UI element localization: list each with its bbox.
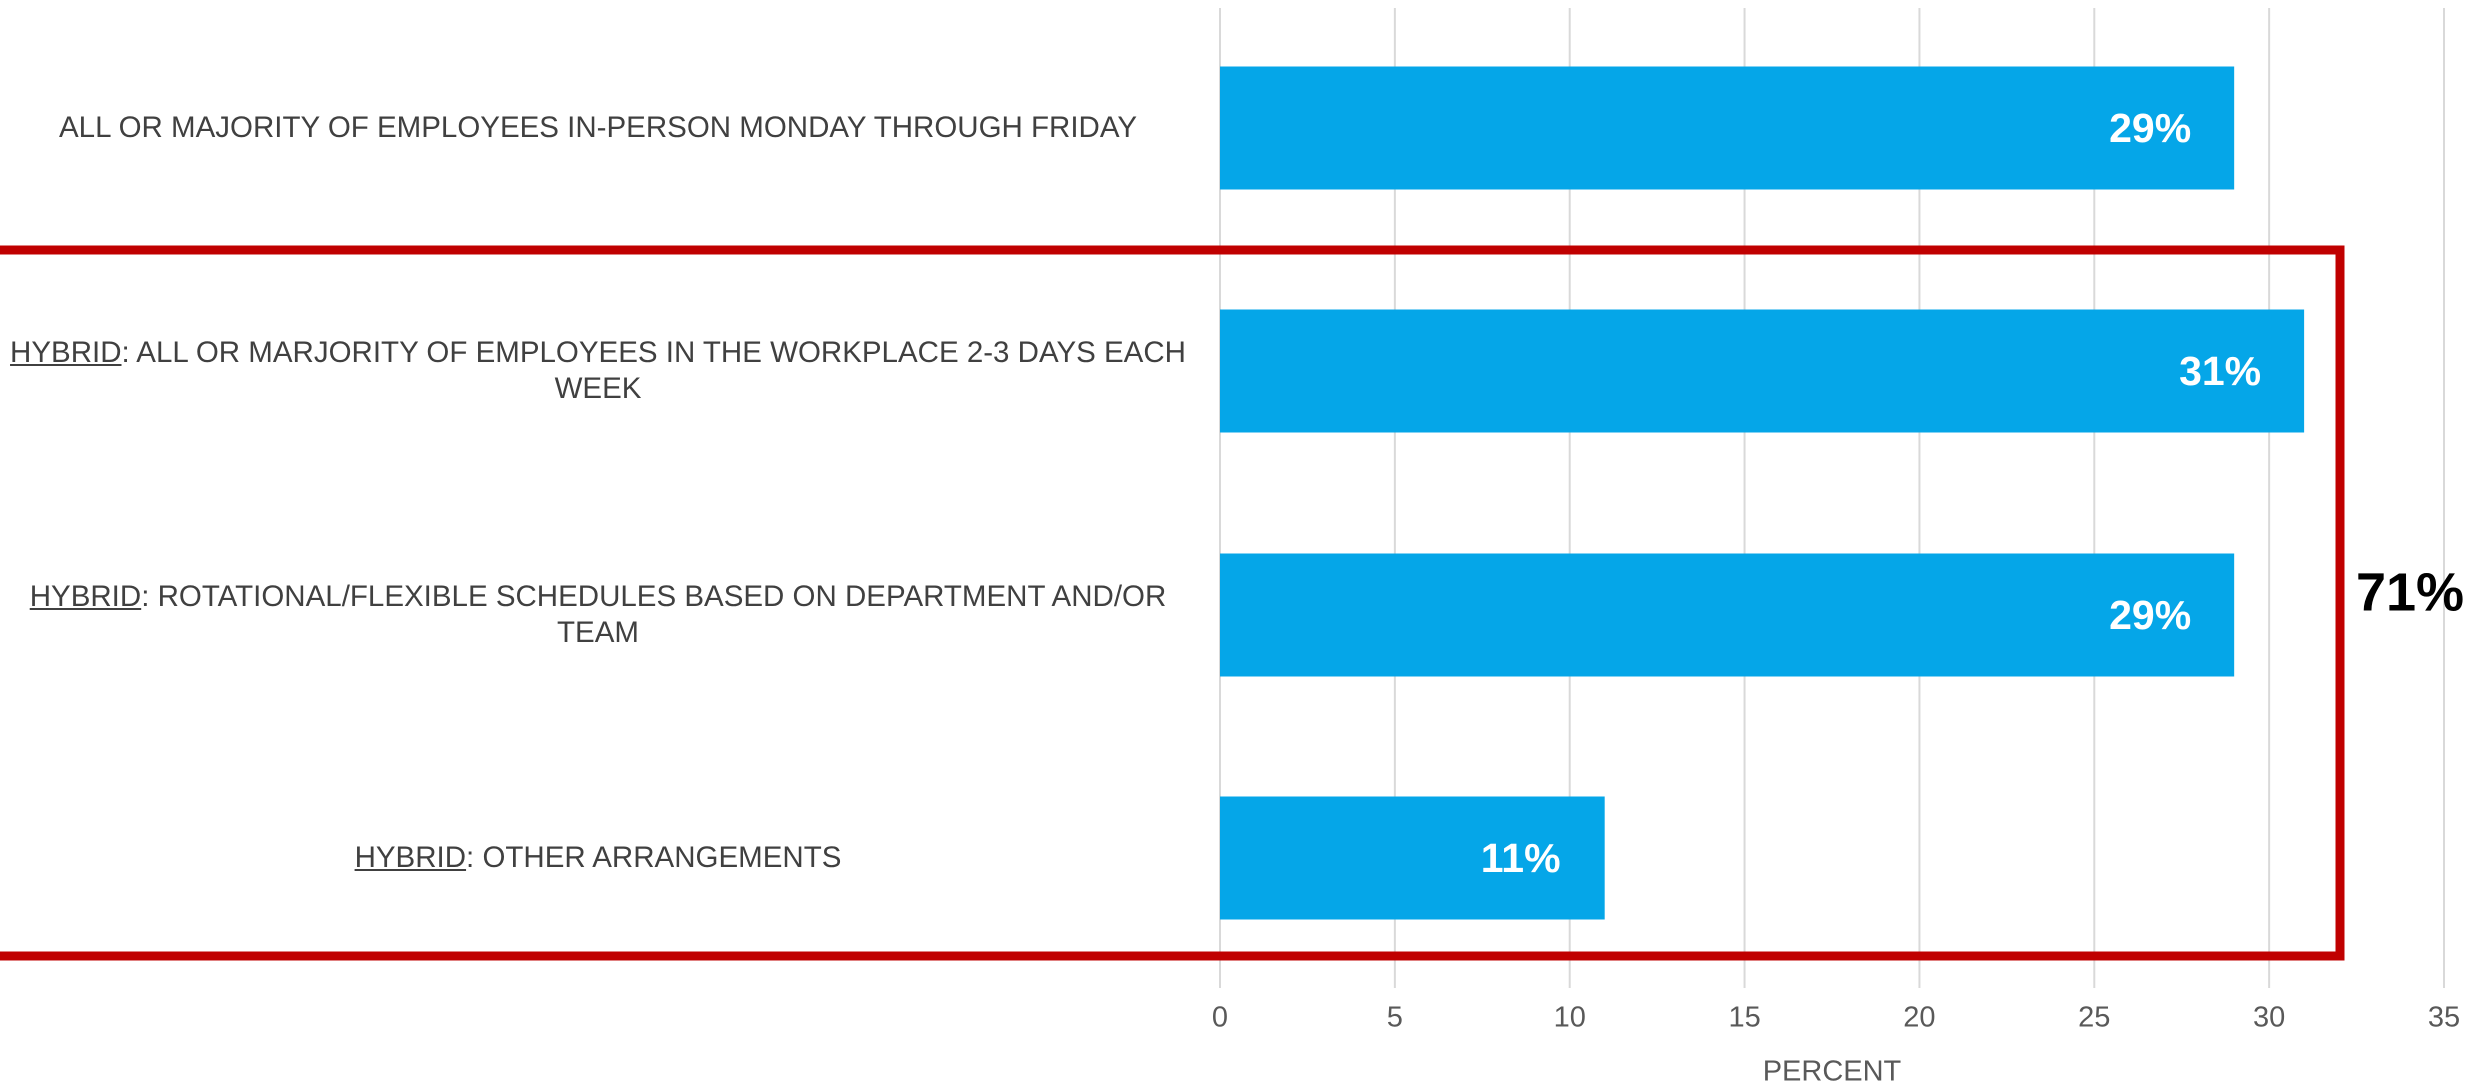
bar [1220,66,2235,190]
category-label: HYBRID: OTHER ARRANGEMENTS [354,841,842,874]
bar [1220,309,2305,433]
bracket [0,245,2345,961]
x-tick-label: 15 [1728,1002,1760,1034]
x-tick-label: 20 [1903,1002,1935,1034]
x-tick-label: 35 [2428,1002,2460,1034]
category-label: HYBRID: ALL OR MARJORITY OF EMPLOYEES IN… [10,336,1186,405]
x-tick-label: 10 [1554,1002,1586,1034]
annotation: 71% [2356,562,2464,622]
x-tick-label: 0 [1212,1002,1228,1034]
value-label: 29% [2109,105,2191,151]
x-tick-label: 25 [2078,1002,2110,1034]
x-tick-label: 30 [2253,1002,2285,1034]
value-label: 11% [1481,835,1561,881]
value-label: 31% [2179,348,2261,394]
category-label: ALL OR MAJORITY OF EMPLOYEES IN-PERSON M… [58,111,1138,144]
x-tick-label: 5 [1387,1002,1403,1034]
value-label: 29% [2109,592,2191,638]
x-axis-label: PERCENT [1763,1056,1902,1081]
category-label: HYBRID: ROTATIONAL/FLEXIBLE SCHEDULES BA… [29,580,1167,649]
bar [1220,553,2235,677]
bar [1220,796,1605,920]
